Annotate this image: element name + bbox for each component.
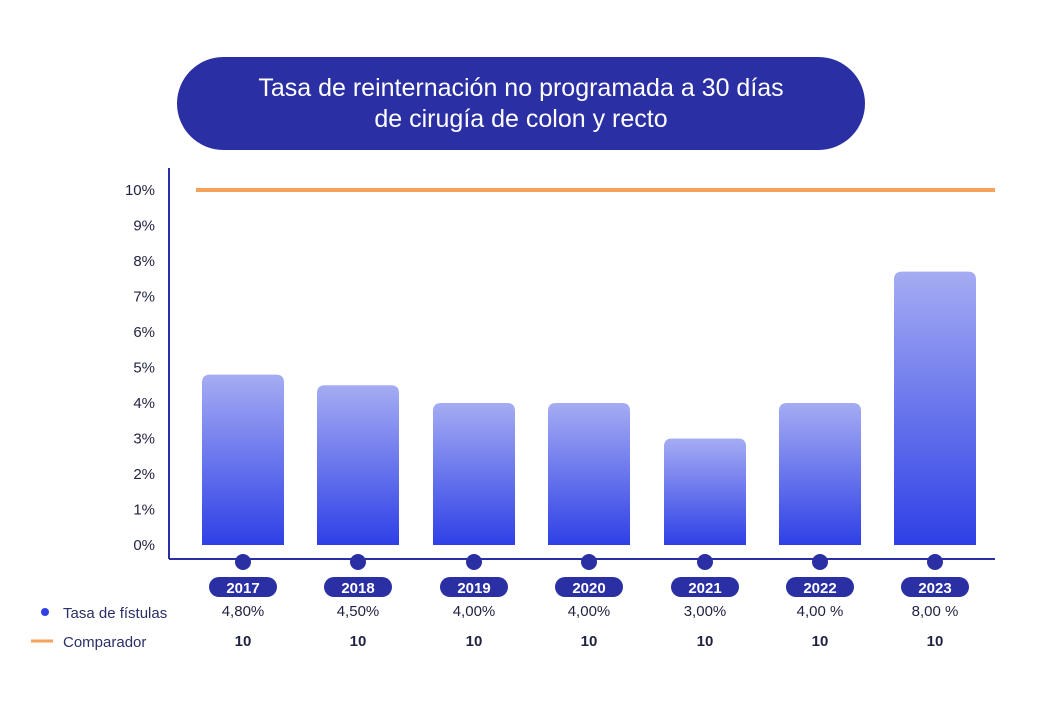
x-tick-label: 2019 <box>457 580 490 597</box>
x-tick-label: 2017 <box>226 580 259 597</box>
x-axis-marker <box>350 554 366 570</box>
y-tick-label: 10% <box>125 182 155 199</box>
chart-title-line-2: de cirugía de colon y recto <box>374 104 668 133</box>
data-label: 4,50% <box>337 603 380 620</box>
x-axis-marker <box>466 554 482 570</box>
comparator-label: 10 <box>697 633 714 650</box>
comparator-label: 10 <box>581 633 598 650</box>
y-tick-label: 5% <box>133 360 155 377</box>
x-axis-marker <box>812 554 828 570</box>
chart-title: Tasa de reinternación no programada a 30… <box>177 57 865 150</box>
year-pill <box>555 577 623 597</box>
comparator-label: 10 <box>466 633 483 650</box>
data-label: 4,00 % <box>797 603 844 620</box>
x-axis-marker <box>235 554 251 570</box>
comparator-label: 10 <box>927 633 944 650</box>
y-tick-label: 7% <box>133 289 155 306</box>
bar <box>894 271 976 545</box>
y-tick-label: 0% <box>133 537 155 554</box>
bar <box>664 438 746 545</box>
bar <box>779 403 861 545</box>
year-pill <box>440 577 508 597</box>
comparator-label: 10 <box>235 633 252 650</box>
bar <box>548 403 630 545</box>
bar <box>433 403 515 545</box>
x-axis-marker <box>697 554 713 570</box>
y-tick-label: 2% <box>133 466 155 483</box>
x-tick-label: 2020 <box>572 580 605 597</box>
year-pill <box>324 577 392 597</box>
year-pill <box>901 577 969 597</box>
y-tick-label: 1% <box>133 502 155 519</box>
legend-marker-series <box>41 608 49 616</box>
x-tick-label: 2021 <box>688 580 721 597</box>
y-tick-label: 4% <box>133 395 155 412</box>
legend-label-series: Tasa de fístulas <box>63 605 167 622</box>
x-axis-marker <box>927 554 943 570</box>
year-pill <box>671 577 739 597</box>
data-label: 3,00% <box>684 603 727 620</box>
chart-title-line-1: Tasa de reinternación no programada a 30… <box>258 73 784 102</box>
comparator-label: 10 <box>350 633 367 650</box>
comparator-label: 10 <box>812 633 829 650</box>
x-tick-label: 2022 <box>803 580 836 597</box>
x-tick-label: 2023 <box>918 580 951 597</box>
y-tick-label: 3% <box>133 431 155 448</box>
year-pill <box>786 577 854 597</box>
y-tick-label: 9% <box>133 218 155 235</box>
bar <box>317 385 399 545</box>
year-pill <box>209 577 277 597</box>
data-label: 8,00 % <box>912 603 959 620</box>
x-tick-label: 2018 <box>341 580 374 597</box>
bar <box>202 374 284 545</box>
y-tick-label: 8% <box>133 253 155 270</box>
y-tick-label: 6% <box>133 324 155 341</box>
data-label: 4,00% <box>453 603 496 620</box>
legend-label-comparator: Comparador <box>63 634 146 651</box>
x-axis-marker <box>581 554 597 570</box>
data-label: 4,00% <box>568 603 611 620</box>
data-label: 4,80% <box>222 603 265 620</box>
